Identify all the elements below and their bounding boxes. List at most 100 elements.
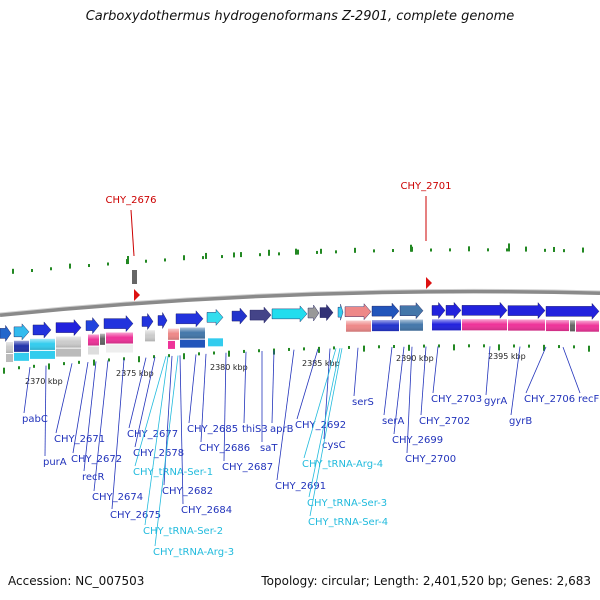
gene-arrow[interactable] (461, 301, 508, 319)
gene-arrow[interactable] (55, 319, 82, 337)
gene-arrow[interactable] (231, 307, 248, 325)
feature-block-shade (508, 319, 545, 331)
gene-label-leader (510, 346, 521, 416)
gene-label[interactable]: CHY_2678 (133, 448, 184, 459)
gene-label[interactable]: thiS3 (242, 424, 268, 435)
gene-arrow[interactable] (545, 302, 600, 320)
gene-arrow[interactable] (507, 302, 546, 320)
highlight-label-chy2701[interactable]: CHY_2701 (400, 181, 451, 192)
highlight-marker-chy2676 (132, 270, 137, 284)
gene-label[interactable]: CHY_tRNA-Ser-1 (133, 467, 213, 478)
feature-block[interactable] (14, 352, 29, 361)
highlight-label-chy2676[interactable]: CHY_2676 (105, 195, 156, 206)
gene-label-leader (308, 348, 341, 498)
gene-label[interactable]: recF (578, 394, 600, 405)
gene-arrow[interactable] (307, 304, 320, 322)
gene-label[interactable]: CHY_2685 (187, 424, 238, 435)
gene-label-leader (188, 354, 197, 424)
gene-arrow[interactable] (371, 302, 400, 320)
gene-arrow[interactable] (103, 315, 134, 333)
feature-block[interactable] (106, 344, 133, 353)
gene-label[interactable]: aprB (270, 424, 294, 435)
gene-label[interactable]: CHY_2674 (92, 492, 143, 503)
gene-label[interactable]: purA (43, 457, 67, 468)
scale-tick (108, 358, 110, 362)
gene-label[interactable]: CHY_2703 (431, 394, 482, 405)
gene-label[interactable]: CHY_2702 (419, 416, 470, 427)
gene-label[interactable]: CHY_2677 (127, 429, 178, 440)
scale-tick (528, 344, 530, 348)
gene-arrow[interactable] (13, 323, 30, 341)
gene-arrow[interactable] (431, 301, 446, 320)
gene-label[interactable]: CHY_2682 (162, 486, 213, 497)
feature-block[interactable] (208, 338, 223, 347)
gene-label[interactable]: CHY_tRNA-Arg-4 (302, 459, 383, 470)
genome-map: CHY_2676 CHY_2701 2370 kbp 2375 kbp 2380… (0, 181, 600, 558)
gene-arrow[interactable] (319, 304, 334, 322)
gene-label[interactable]: CHY_tRNA-Ser-2 (143, 526, 223, 537)
scale-tick (18, 366, 20, 370)
feature-block-shade (100, 333, 105, 345)
gene-label-leader (72, 361, 89, 454)
gene-arrow[interactable] (344, 303, 372, 321)
gene-label-leader (353, 347, 359, 397)
gene-arrow[interactable] (141, 312, 154, 331)
gene-label[interactable]: CHY_2671 (54, 434, 105, 445)
gene-label[interactable]: recR (82, 472, 105, 483)
gc-tick (107, 262, 109, 266)
gene-label-leader (271, 350, 275, 424)
gene-arrow[interactable] (32, 321, 52, 339)
gene-arrow[interactable] (85, 317, 100, 335)
gene-arrow[interactable] (399, 302, 424, 320)
gc-tick (295, 248, 297, 255)
gene-label[interactable]: CHY_2692 (295, 420, 346, 431)
gene-label-leader (179, 355, 184, 505)
gene-label-leader (406, 346, 413, 454)
gc-tick (553, 246, 555, 252)
gene-label[interactable]: gyrA (484, 396, 507, 407)
gc-tick (320, 248, 322, 254)
scale-tick (423, 344, 425, 348)
gene-arrow[interactable] (445, 301, 462, 319)
feature-block[interactable] (180, 339, 205, 348)
gene-arrow[interactable] (206, 308, 224, 326)
gene-label[interactable]: CHY_2687 (222, 462, 273, 473)
gene-label-leader (420, 346, 427, 416)
gene-label[interactable]: CHY_tRNA-Arg-3 (153, 547, 234, 558)
gene-label[interactable]: CHY_2691 (275, 481, 326, 492)
scale-tick (543, 344, 545, 351)
gene-label[interactable]: serS (352, 397, 374, 408)
gene-arrow[interactable] (175, 310, 204, 328)
scale-tick (498, 344, 500, 351)
gene-arrow[interactable] (337, 304, 344, 321)
gene-label[interactable]: saT (260, 443, 278, 454)
feature-block[interactable] (56, 348, 81, 357)
gene-arrow[interactable] (0, 324, 12, 343)
gene-label[interactable]: serA (382, 416, 404, 427)
gene-label[interactable]: pabC (22, 414, 48, 425)
gene-label[interactable]: CHY_2699 (392, 435, 443, 446)
gene-label[interactable]: CHY_2675 (110, 510, 161, 521)
gene-label[interactable]: gyrB (509, 416, 532, 427)
gene-arrow[interactable] (157, 311, 168, 330)
scale-label: 2380 kbp (210, 363, 248, 372)
feature-block-shade (346, 320, 371, 332)
scale-tick (558, 345, 560, 349)
gene-label[interactable]: CHY_2706 (524, 394, 575, 405)
feature-block[interactable] (30, 350, 55, 359)
scale-tick (3, 367, 5, 374)
scale-tick (438, 344, 440, 348)
scale-tick (33, 364, 35, 368)
feature-block[interactable] (88, 346, 99, 355)
gene-label[interactable]: CHY_2700 (405, 454, 456, 465)
gene-arrow[interactable] (249, 306, 272, 324)
gene-label[interactable]: CHY_2672 (71, 454, 122, 465)
feature-block[interactable] (168, 340, 175, 349)
gene-arrow[interactable] (271, 305, 308, 323)
feature-block[interactable] (6, 354, 13, 363)
gene-label[interactable]: CHY_2684 (181, 505, 232, 516)
gene-label[interactable]: cysC (322, 440, 346, 451)
accession-text: Accession: NC_007503 (8, 574, 145, 588)
gene-label[interactable]: CHY_tRNA-Ser-4 (308, 517, 388, 528)
gene-label[interactable]: CHY_tRNA-Ser-3 (307, 498, 387, 509)
